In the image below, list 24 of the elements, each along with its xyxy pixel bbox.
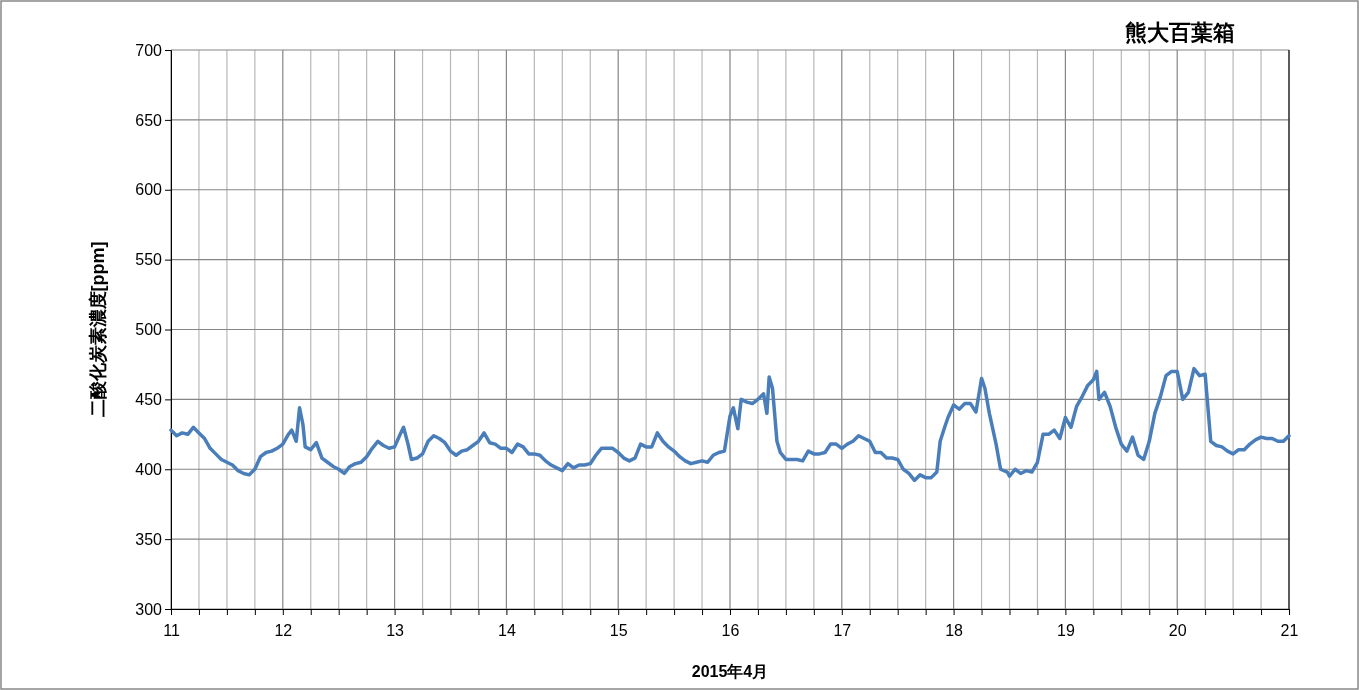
- x-tick-label: 12: [274, 621, 293, 639]
- chart-title: 熊大百葉箱: [1125, 20, 1235, 45]
- y-tick-label: 700: [135, 41, 163, 59]
- y-tick-label: 500: [135, 321, 163, 339]
- x-tick-label: 16: [721, 621, 740, 639]
- x-tick-label: 21: [1280, 621, 1299, 639]
- y-tick-label: 300: [135, 600, 163, 618]
- x-tick-label: 14: [498, 621, 516, 639]
- y-tick-label: 650: [135, 111, 163, 129]
- x-tick-label: 13: [386, 621, 405, 639]
- x-tick-label: 11: [163, 621, 180, 639]
- y-tick-label: 400: [135, 460, 163, 478]
- x-tick-label: 15: [609, 621, 628, 639]
- x-tick-label: 20: [1168, 621, 1187, 639]
- y-tick-label: 450: [135, 390, 163, 408]
- line-series: [169, 366, 1291, 483]
- y-tick-label: 550: [135, 251, 163, 269]
- x-tick-label: 19: [1057, 621, 1075, 639]
- y-tick-label: 600: [135, 181, 163, 199]
- x-axis-title: 2015年4月: [691, 663, 769, 680]
- y-axis-title: 二酸化炭素濃度[ppm]: [88, 241, 108, 418]
- x-tick-label: 17: [833, 621, 852, 639]
- x-tick-label: 18: [945, 621, 964, 639]
- y-tick-label: 350: [135, 530, 163, 548]
